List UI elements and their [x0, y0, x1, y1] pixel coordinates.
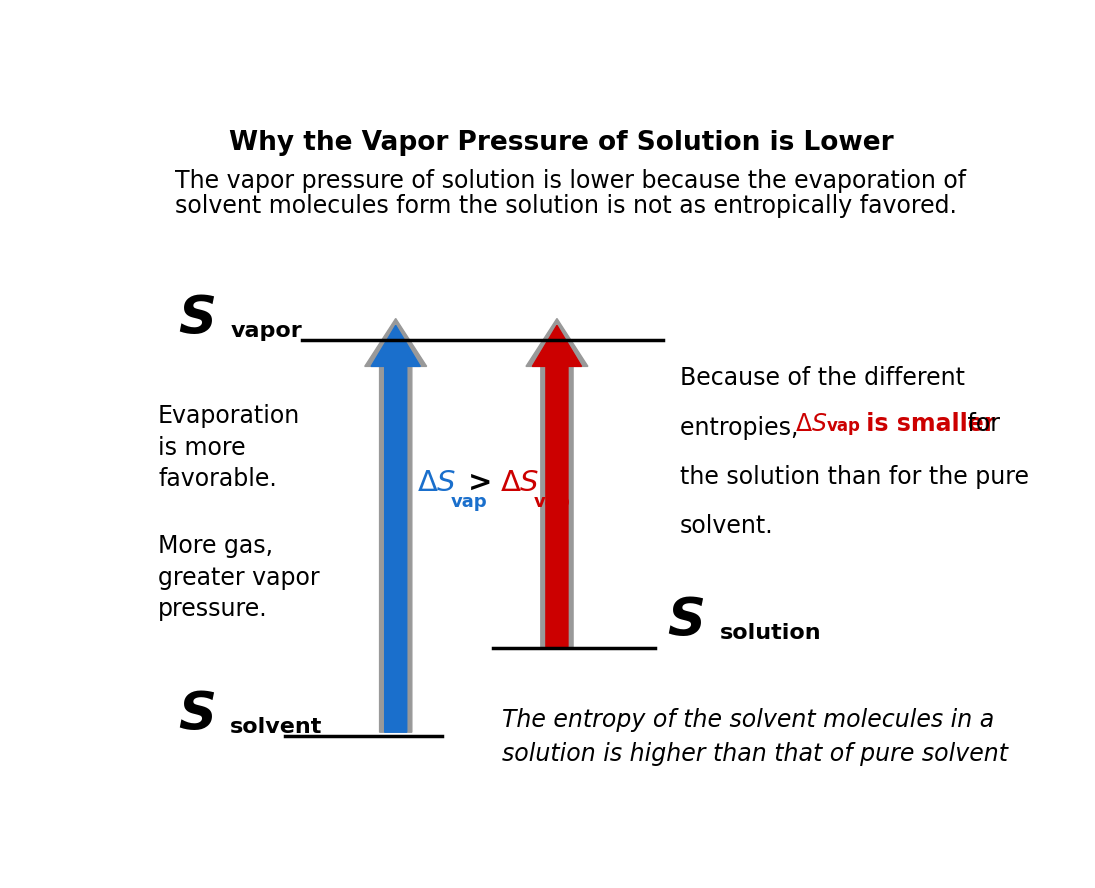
Text: Because of the different: Because of the different	[680, 367, 965, 391]
Text: More gas,
greater vapor
pressure.: More gas, greater vapor pressure.	[158, 534, 320, 621]
Text: solvent molecules form the solution is not as entropically favored.: solvent molecules form the solution is n…	[175, 194, 957, 218]
Text: the solution than for the pure: the solution than for the pure	[680, 464, 1029, 489]
Text: The entropy of the solvent molecules in a
solution is higher than that of pure s: The entropy of the solvent molecules in …	[502, 709, 1007, 765]
Text: for: for	[960, 411, 1000, 435]
Text: Evaporation
is more
favorable.: Evaporation is more favorable.	[158, 404, 300, 491]
FancyArrow shape	[371, 325, 420, 733]
Text: $\bfit{S}$: $\bfit{S}$	[667, 595, 704, 646]
Text: solution: solution	[719, 623, 821, 643]
Text: vap: vap	[827, 417, 861, 435]
Text: is smaller: is smaller	[858, 411, 995, 435]
Text: vap: vap	[451, 493, 487, 511]
Text: $\Delta S$: $\Delta S$	[500, 469, 540, 496]
FancyArrow shape	[365, 319, 427, 733]
Text: $\Delta S$: $\Delta S$	[795, 411, 827, 435]
Text: Why the Vapor Pressure of Solution is Lower: Why the Vapor Pressure of Solution is Lo…	[229, 131, 894, 156]
Text: $\bfit{S}$: $\bfit{S}$	[177, 292, 215, 345]
Text: The vapor pressure of solution is lower because the evaporation of: The vapor pressure of solution is lower …	[175, 170, 966, 194]
Text: >: >	[469, 469, 493, 496]
Text: solvent.: solvent.	[680, 514, 774, 538]
Text: entropies,: entropies,	[680, 416, 806, 440]
FancyArrow shape	[532, 325, 581, 646]
FancyArrow shape	[526, 319, 588, 646]
Text: $\Delta S$: $\Delta S$	[417, 469, 457, 496]
Text: $\bfit{S}$: $\bfit{S}$	[177, 689, 215, 741]
Text: vap: vap	[534, 493, 570, 511]
Text: solvent: solvent	[230, 718, 323, 737]
Text: vapor: vapor	[230, 321, 302, 341]
